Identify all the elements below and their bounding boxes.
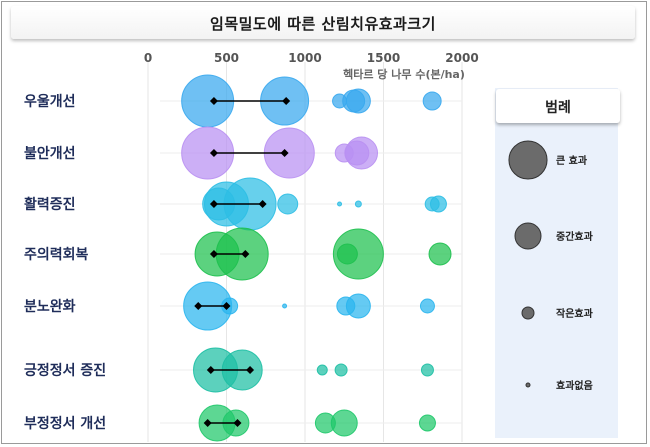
x-tick-label: 500 — [214, 51, 239, 65]
range-marker — [258, 200, 267, 208]
row-label: 불안개선 — [24, 145, 76, 162]
bubble — [420, 363, 434, 377]
bubble — [345, 88, 371, 114]
row-label: 부정정서 개선 — [24, 415, 106, 432]
bubble — [429, 195, 447, 213]
bubble — [282, 303, 288, 309]
range-marker — [246, 366, 255, 374]
row-label: 분노완화 — [24, 299, 76, 315]
bubble — [428, 242, 452, 266]
x-tick-label: 0 — [144, 51, 152, 65]
row-label: 긍정정서 증진 — [24, 362, 106, 379]
range-marker — [203, 419, 212, 427]
bubble — [316, 364, 328, 376]
bubble — [277, 193, 299, 215]
x-axis-title: 헥타르 당 나무 수(본/ha) — [343, 67, 465, 81]
bubble — [334, 363, 348, 377]
bubble — [330, 409, 358, 437]
legend-panel — [495, 88, 618, 438]
bubble — [337, 201, 343, 207]
range-marker — [209, 97, 218, 105]
row-label: 우울개선 — [24, 93, 76, 110]
bubble — [332, 228, 384, 280]
row-label: 활력증진 — [24, 196, 76, 213]
bubble — [418, 414, 436, 432]
range-marker — [209, 200, 218, 208]
bubble — [344, 140, 370, 166]
range-marker — [282, 97, 291, 105]
range-marker — [209, 250, 218, 258]
x-tick-label: 2000 — [445, 51, 478, 65]
bubble — [422, 91, 442, 111]
title-bar: 임목밀도에 따른 산림치유효과크기 — [11, 6, 635, 39]
range-marker — [241, 250, 250, 258]
bubble — [419, 298, 435, 314]
row-label: 주의력회복 — [24, 246, 89, 263]
range-marker — [206, 366, 215, 374]
legend-title: 범례 — [545, 100, 571, 116]
x-tick-label: 1000 — [288, 51, 321, 65]
x-tick-label: 1500 — [367, 51, 400, 65]
bubble — [345, 293, 371, 319]
chart-title: 임목밀도에 따른 산림치유효과크기 — [210, 15, 436, 33]
legend-title-box: 범례 — [496, 89, 620, 123]
range-marker — [233, 419, 242, 427]
range-marker — [222, 302, 231, 310]
range-marker — [194, 302, 203, 310]
range-marker — [280, 149, 289, 157]
bubble — [354, 200, 362, 208]
range-marker — [209, 149, 218, 157]
